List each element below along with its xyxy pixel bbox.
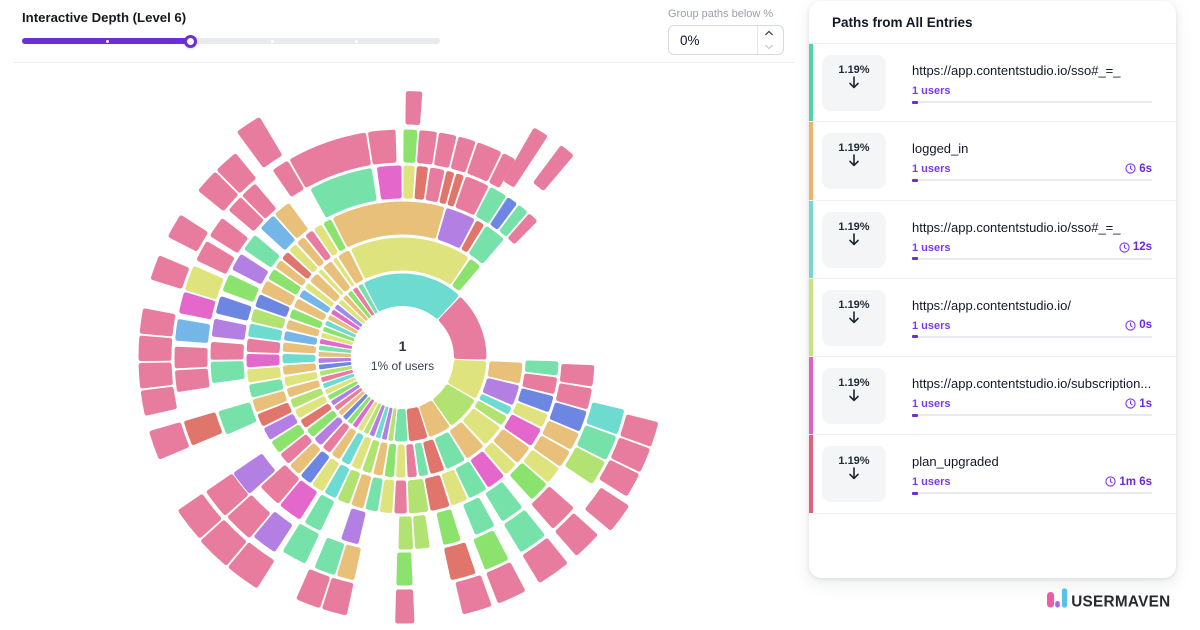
- svg-text:USERMAVEN: USERMAVEN: [1071, 593, 1170, 610]
